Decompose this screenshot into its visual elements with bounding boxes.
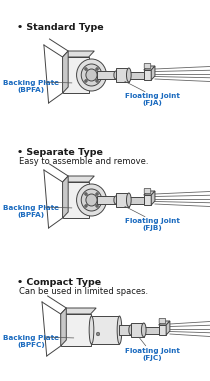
Text: Can be used in limited spaces.: Can be used in limited spaces. — [19, 287, 148, 296]
Polygon shape — [131, 323, 144, 337]
Circle shape — [96, 332, 100, 336]
Ellipse shape — [114, 196, 118, 204]
Polygon shape — [151, 191, 155, 205]
Circle shape — [85, 192, 87, 195]
Polygon shape — [97, 196, 116, 204]
Polygon shape — [92, 316, 119, 344]
Ellipse shape — [114, 71, 118, 79]
Polygon shape — [63, 176, 94, 182]
Ellipse shape — [117, 316, 122, 344]
Polygon shape — [144, 327, 159, 333]
Polygon shape — [159, 321, 170, 325]
Circle shape — [85, 80, 87, 82]
Ellipse shape — [126, 68, 131, 82]
Ellipse shape — [86, 194, 97, 206]
Polygon shape — [63, 57, 89, 93]
Ellipse shape — [126, 193, 131, 207]
Polygon shape — [116, 193, 129, 207]
Text: • Standard Type: • Standard Type — [17, 23, 104, 32]
Polygon shape — [116, 68, 129, 82]
Circle shape — [96, 80, 98, 82]
Polygon shape — [129, 197, 144, 203]
Ellipse shape — [141, 323, 146, 337]
Polygon shape — [151, 66, 155, 80]
Polygon shape — [159, 325, 166, 335]
Polygon shape — [63, 182, 89, 218]
Ellipse shape — [77, 59, 106, 91]
Polygon shape — [63, 51, 94, 57]
Text: Floating Joint
(FJC): Floating Joint (FJC) — [125, 348, 180, 361]
Polygon shape — [119, 325, 131, 335]
FancyBboxPatch shape — [144, 64, 151, 69]
Polygon shape — [97, 71, 116, 79]
Polygon shape — [166, 321, 170, 335]
FancyBboxPatch shape — [159, 319, 166, 323]
Text: Easy to assemble and remove.: Easy to assemble and remove. — [19, 157, 148, 166]
Polygon shape — [63, 176, 68, 218]
Polygon shape — [144, 191, 155, 195]
Circle shape — [96, 67, 98, 70]
Polygon shape — [61, 308, 96, 314]
Text: Floating Joint
(FJB): Floating Joint (FJB) — [125, 218, 180, 231]
Ellipse shape — [81, 189, 102, 211]
Polygon shape — [61, 314, 91, 346]
Circle shape — [96, 205, 98, 207]
Text: • Compact Type: • Compact Type — [17, 278, 101, 287]
Text: Backing Plate
(BPFA): Backing Plate (BPFA) — [3, 80, 59, 93]
Circle shape — [85, 67, 87, 70]
Text: Backing Plate
(BPFC): Backing Plate (BPFC) — [3, 335, 59, 348]
Polygon shape — [144, 70, 151, 80]
Ellipse shape — [77, 184, 106, 216]
Text: Backing Plate
(BPFA): Backing Plate (BPFA) — [3, 205, 59, 218]
Polygon shape — [63, 51, 68, 93]
FancyBboxPatch shape — [144, 189, 151, 194]
Circle shape — [85, 205, 87, 207]
Ellipse shape — [86, 69, 97, 81]
Polygon shape — [61, 308, 66, 346]
Polygon shape — [144, 66, 155, 70]
Circle shape — [96, 192, 98, 195]
Polygon shape — [144, 195, 151, 205]
Ellipse shape — [89, 316, 94, 344]
Ellipse shape — [129, 325, 133, 335]
Text: • Separate Type: • Separate Type — [17, 148, 103, 157]
Ellipse shape — [81, 64, 102, 86]
Polygon shape — [129, 72, 144, 78]
Text: Floating Joint
(FJA): Floating Joint (FJA) — [125, 93, 180, 106]
